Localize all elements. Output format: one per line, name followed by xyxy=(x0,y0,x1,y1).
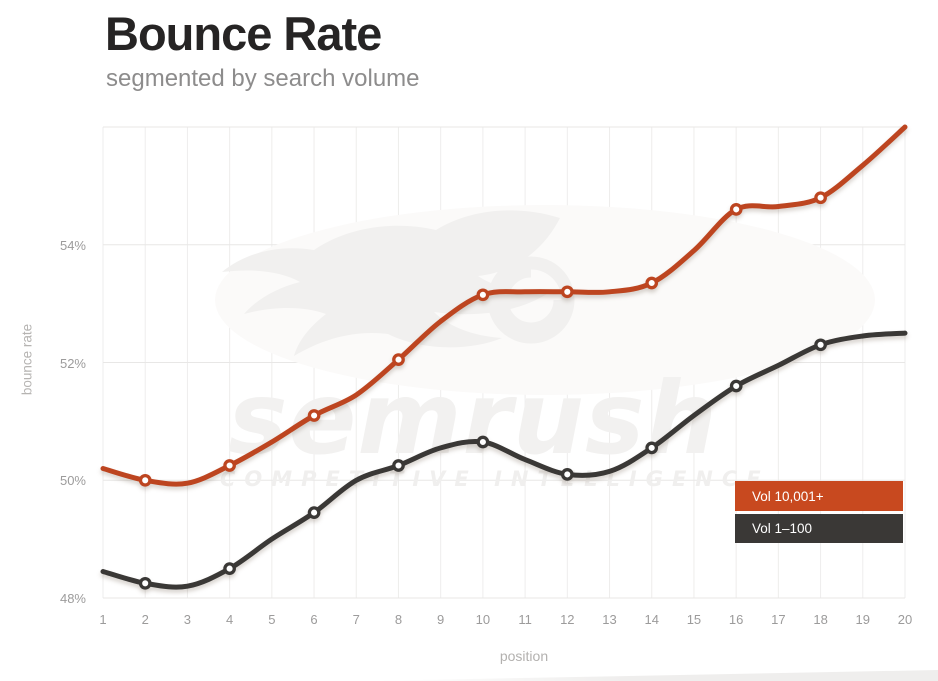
x-tick-label: 12 xyxy=(560,612,575,627)
y-tick-label: 52% xyxy=(59,355,86,371)
x-tick-label: 11 xyxy=(518,612,532,627)
x-tick-label: 1 xyxy=(99,612,107,627)
data-point-marker[interactable] xyxy=(814,191,827,205)
chart-series xyxy=(100,124,908,590)
x-tick-label: 7 xyxy=(352,612,360,627)
data-point-marker[interactable] xyxy=(729,203,743,216)
data-point-marker[interactable] xyxy=(392,459,405,472)
data-point-marker[interactable] xyxy=(560,468,574,481)
data-point-marker[interactable] xyxy=(223,459,236,472)
x-tick-label: 2 xyxy=(141,612,149,627)
series-vol-10001-plus xyxy=(100,124,908,487)
x-tick-label: 13 xyxy=(602,612,617,627)
x-tick-label: 4 xyxy=(226,612,234,627)
x-tick-label: 8 xyxy=(394,612,403,627)
data-point-marker[interactable] xyxy=(560,285,574,299)
chart-legend: Vol 10,001+ Vol 1–100 xyxy=(735,481,903,546)
x-tick-label: 14 xyxy=(644,612,659,627)
semrush-watermark: semrush COMPETITIVE INTELLIGENCE xyxy=(215,205,875,491)
bottom-decorative-band xyxy=(368,670,938,681)
y-axis-title: bounce rate xyxy=(19,323,35,396)
x-tick-label: 3 xyxy=(183,612,192,627)
data-point-marker[interactable] xyxy=(645,441,659,455)
data-point-marker[interactable] xyxy=(138,473,152,487)
page-subtitle: segmented by search volume xyxy=(106,64,420,92)
data-point-marker[interactable] xyxy=(729,379,743,393)
watermark-wordmark: semrush xyxy=(228,360,718,477)
x-tick-label: 18 xyxy=(813,612,828,627)
data-point-marker[interactable] xyxy=(645,276,659,290)
data-point-marker[interactable] xyxy=(392,353,405,366)
x-axis-title: position xyxy=(499,648,549,664)
watermark-tagline: COMPETITIVE INTELLIGENCE xyxy=(220,467,770,491)
x-tick-label: 6 xyxy=(310,612,318,627)
data-point-marker[interactable] xyxy=(138,576,152,590)
series-vol-1-100 xyxy=(100,330,908,590)
legend-label: Vol 1–100 xyxy=(752,521,813,536)
y-tick-label: 50% xyxy=(59,473,86,489)
chart-header: Bounce Rate segmented by search volume xyxy=(105,7,420,93)
data-point-marker[interactable] xyxy=(476,435,490,449)
watermark-circle-icon xyxy=(487,256,575,344)
page-title: Bounce Rate xyxy=(105,7,382,60)
legend-label: Vol 10,001+ xyxy=(752,488,824,504)
legend-item-vol-10001-plus[interactable]: Vol 10,001+ xyxy=(735,481,903,511)
x-tick-label: 19 xyxy=(855,612,871,627)
data-point-marker[interactable] xyxy=(223,562,236,575)
x-tick-label: 20 xyxy=(897,612,913,627)
data-point-marker[interactable] xyxy=(814,338,827,352)
x-tick-label: 16 xyxy=(728,612,744,627)
watermark-swirl-icon xyxy=(497,266,565,334)
data-point-marker[interactable] xyxy=(307,409,321,422)
data-point-marker[interactable] xyxy=(307,506,321,519)
y-tick-label: 48% xyxy=(59,591,86,606)
x-tick-label: 10 xyxy=(475,612,491,627)
x-tick-label: 9 xyxy=(437,612,445,627)
data-point-marker[interactable] xyxy=(476,288,490,302)
x-tick-label: 17 xyxy=(771,612,786,627)
watermark-flame-icon xyxy=(222,210,560,356)
y-tick-label: 54% xyxy=(59,237,86,253)
legend-item-vol-1-100[interactable]: Vol 1–100 xyxy=(735,514,903,543)
x-tick-label: 5 xyxy=(268,612,276,627)
x-tick-label: 15 xyxy=(686,612,702,627)
